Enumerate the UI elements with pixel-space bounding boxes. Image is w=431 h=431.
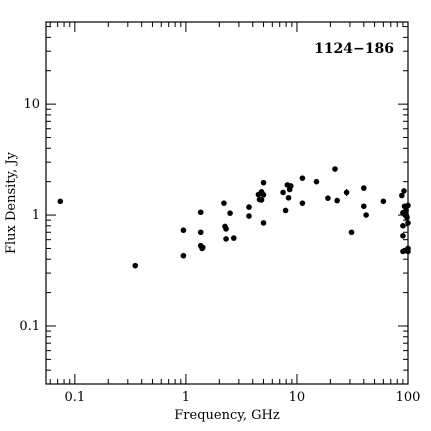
x-axis-tick-labels: 0.1 1 10 100 xyxy=(64,390,420,405)
data-point xyxy=(260,220,267,226)
data-point xyxy=(405,202,411,209)
data-point xyxy=(246,204,252,210)
data-point xyxy=(258,197,265,203)
data-point xyxy=(313,178,320,185)
data-point xyxy=(325,195,331,201)
data-point xyxy=(180,227,187,234)
data-point xyxy=(180,252,187,259)
data-point xyxy=(334,197,340,204)
plot-frame xyxy=(45,21,409,385)
data-point xyxy=(343,189,350,196)
data-point xyxy=(260,179,267,186)
data-point xyxy=(260,192,267,198)
data-point xyxy=(282,207,289,214)
data-point xyxy=(405,248,411,255)
data-point xyxy=(221,200,227,206)
y-tick-label: 0.1 xyxy=(19,319,40,334)
data-point xyxy=(57,198,64,205)
y-tick-label: 1 xyxy=(32,208,40,223)
data-point xyxy=(299,200,306,206)
data-point xyxy=(403,207,409,214)
chart-title: 1124−186 xyxy=(314,41,394,57)
data-point xyxy=(405,220,411,226)
data-point xyxy=(361,185,367,191)
data-point xyxy=(223,236,229,242)
data-point xyxy=(132,262,139,269)
data-point xyxy=(363,212,369,218)
x-tick-label: 0.1 xyxy=(64,390,85,405)
data-point xyxy=(399,192,405,199)
data-point xyxy=(285,195,292,201)
data-point xyxy=(230,235,237,241)
data-point xyxy=(197,229,204,236)
data-point xyxy=(287,183,294,189)
y-tick-label: 10 xyxy=(23,97,40,112)
data-point xyxy=(223,226,229,232)
data-point xyxy=(348,229,355,236)
data-point xyxy=(404,214,410,221)
data-point xyxy=(400,223,406,229)
x-tick-label: 1 xyxy=(182,390,190,405)
y-axis-ticks xyxy=(46,26,408,385)
data-point xyxy=(380,198,387,205)
data-point xyxy=(200,244,206,251)
y-axis-tick-labels: 0.1 1 10 xyxy=(19,97,40,334)
data-points xyxy=(57,166,411,269)
x-tick-label: 10 xyxy=(289,390,306,405)
x-tick-label: 100 xyxy=(396,390,421,405)
y-axis-title: Flux Density, Jy xyxy=(4,151,19,254)
x-axis-title: Frequency, GHz xyxy=(174,408,280,423)
data-point xyxy=(332,166,338,172)
data-point xyxy=(401,188,407,194)
x-axis-ticks xyxy=(49,22,409,384)
data-point xyxy=(246,213,252,219)
data-point xyxy=(400,233,406,239)
data-point xyxy=(197,209,204,216)
data-point xyxy=(227,210,233,216)
data-point xyxy=(280,189,286,196)
data-point xyxy=(361,203,367,210)
data-point xyxy=(299,175,306,181)
